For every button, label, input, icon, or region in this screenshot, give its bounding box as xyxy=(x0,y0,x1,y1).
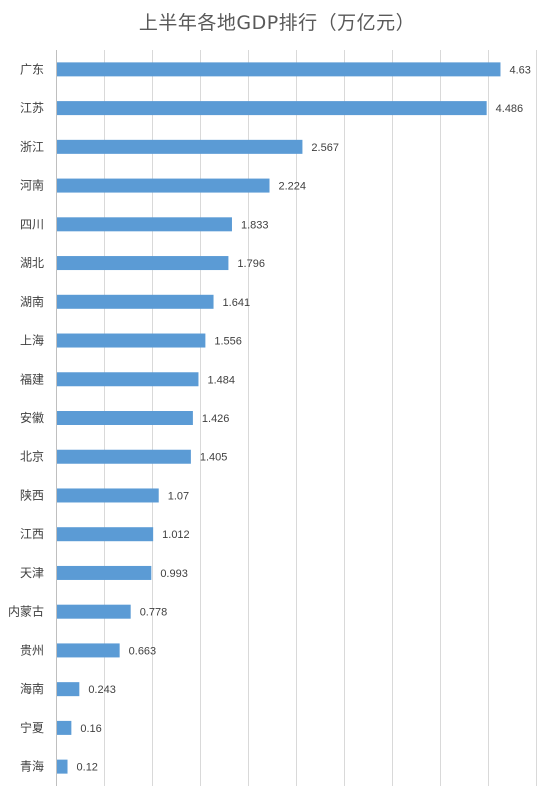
category-label: 贵州 xyxy=(20,643,44,657)
bar xyxy=(57,449,191,464)
bar xyxy=(57,333,206,348)
bar xyxy=(57,294,214,309)
category-label: 浙江 xyxy=(20,140,44,154)
category-label: 安徽 xyxy=(20,410,44,425)
category-label: 河南 xyxy=(20,178,44,193)
data-label: 1.833 xyxy=(241,219,269,231)
labels: 广东 4.63 江苏 4.486 浙江 2.567 河南 2.224 四川 1.833 湖北 1.79… xyxy=(8,62,531,773)
bar xyxy=(57,372,199,387)
data-label: 0.993 xyxy=(160,568,188,580)
data-label: 1.405 xyxy=(200,452,228,464)
bar xyxy=(57,565,152,580)
category-label: 天津 xyxy=(20,566,44,580)
data-label: 1.012 xyxy=(162,529,190,541)
category-label: 宁夏 xyxy=(20,720,44,735)
bar xyxy=(57,101,487,116)
data-label: 2.567 xyxy=(311,142,339,154)
category-label: 江西 xyxy=(20,527,44,541)
bar xyxy=(57,643,120,658)
bar xyxy=(57,527,154,542)
chart-title: 上半年各地GDP排行（万亿元） xyxy=(138,12,416,34)
bar xyxy=(57,139,303,154)
category-label: 江苏 xyxy=(20,101,44,115)
bar xyxy=(57,759,68,774)
bar xyxy=(57,488,159,503)
data-label: 1.426 xyxy=(202,413,230,425)
category-label: 湖南 xyxy=(20,294,44,309)
bar xyxy=(57,178,270,193)
data-label: 0.16 xyxy=(80,723,101,735)
data-label: 0.663 xyxy=(129,645,157,657)
bar xyxy=(57,62,501,77)
category-label: 广东 xyxy=(20,62,44,76)
data-label: 0.243 xyxy=(88,684,116,696)
bar xyxy=(57,217,232,232)
bar xyxy=(57,682,80,697)
category-label: 湖北 xyxy=(20,255,44,270)
category-label: 海南 xyxy=(20,681,44,696)
bar xyxy=(57,411,193,425)
category-label: 四川 xyxy=(20,217,44,231)
data-label: 0.12 xyxy=(77,762,98,774)
bar xyxy=(57,720,72,735)
data-label: 1.796 xyxy=(237,258,265,270)
data-label: 0.778 xyxy=(140,607,168,619)
category-label: 陕西 xyxy=(20,487,44,502)
category-label: 内蒙古 xyxy=(8,604,44,619)
data-label: 4.486 xyxy=(496,103,524,115)
data-label: 1.556 xyxy=(214,336,242,348)
category-label: 青海 xyxy=(20,759,44,774)
data-label: 4.63 xyxy=(509,64,530,76)
data-label: 1.07 xyxy=(168,490,189,502)
bars xyxy=(57,62,501,774)
bar xyxy=(57,256,229,271)
category-label: 上海 xyxy=(20,333,44,348)
data-label: 1.641 xyxy=(223,297,251,309)
bar xyxy=(57,604,131,619)
category-label: 福建 xyxy=(20,371,44,386)
category-label: 北京 xyxy=(20,450,44,464)
data-label: 1.484 xyxy=(207,374,235,386)
data-label: 2.224 xyxy=(279,181,307,193)
